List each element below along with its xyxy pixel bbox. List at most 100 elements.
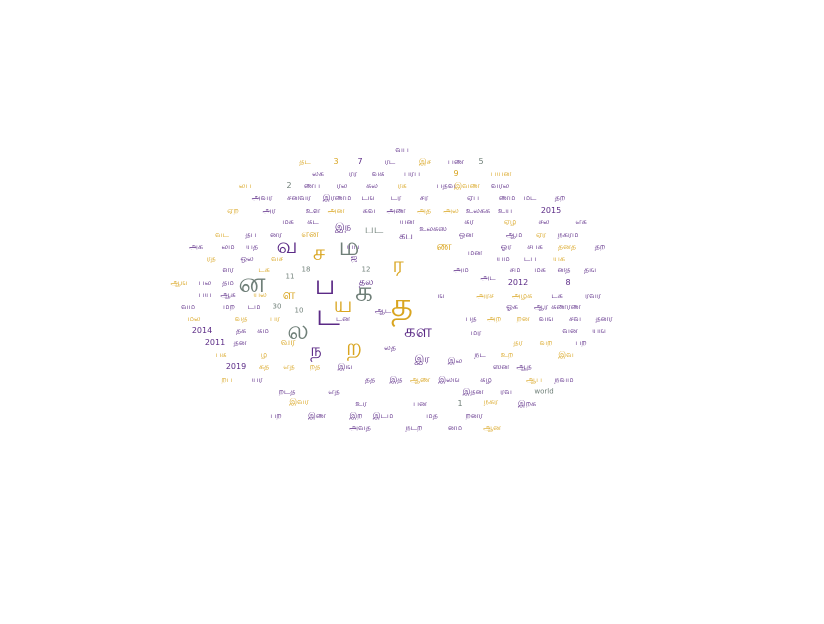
cloud-word: 2019 [225,362,247,371]
cloud-word: ஆங [170,278,188,287]
cloud-word: மன [467,248,483,257]
cloud-word: ஸன [492,362,510,371]
cloud-word: னம [447,423,463,432]
cloud-word: மக [534,265,546,274]
cloud-word: கள [404,321,432,342]
cloud-word: எக [575,217,587,226]
cloud-word: 7 [357,157,363,166]
cloud-word: தர [513,338,523,347]
cloud-word: டம [247,302,261,311]
cloud-word: றடத [278,387,296,396]
cloud-word: பரப [403,169,421,178]
cloud-word: அவத [349,423,371,432]
cloud-word: நகரம [557,230,579,239]
cloud-word: ஆர [533,302,549,311]
cloud-word: த [390,285,414,325]
cloud-word: நவம [554,375,574,384]
cloud-word: ளர [222,265,234,274]
cloud-word: இரணம [322,193,352,202]
cloud-word: 1 [457,399,463,408]
cloud-word: ழ [260,350,268,359]
cloud-word: கட [307,217,319,226]
cloud-word: பல [198,278,212,287]
cloud-word: கர [464,217,474,226]
cloud-word: அரச [476,291,494,300]
cloud-word: பய [198,290,212,299]
cloud-word: அக [188,242,204,251]
cloud-word: ஆன [483,423,501,432]
cloud-word: ஆக [220,290,236,299]
cloud-word: அண [386,206,406,215]
cloud-word: இல [447,356,463,365]
cloud-word: எத [283,362,295,371]
cloud-word: அவர [251,193,273,202]
cloud-word: ற [345,333,363,361]
cloud-word: ம [338,232,360,262]
cloud-word: ஏப [466,193,480,202]
cloud-word: 12 [361,265,371,274]
cloud-word: 2015 [540,206,562,215]
cloud-word: 2014 [191,326,213,335]
cloud-word: ந [310,340,322,361]
cloud-word: ட [316,298,340,333]
cloud-word: சல [538,217,550,226]
cloud-word: ஓர [500,242,512,251]
cloud-word: இதன [462,387,484,396]
cloud-word: அட [480,273,496,282]
cloud-word: இலங [438,375,460,384]
cloud-word: பத [465,314,477,323]
cloud-word: 2 [286,181,292,190]
cloud-word: ச [312,241,326,266]
cloud-word: தனர [595,314,613,323]
cloud-word: யங [592,326,606,335]
cloud-word: மல [187,314,201,323]
cloud-word: யம [496,254,510,263]
cloud-word: ஏழ [503,217,517,226]
cloud-word: தப [245,230,257,239]
cloud-word: 3 [333,157,339,166]
cloud-word: கணரண [551,302,581,311]
cloud-word: இற [349,411,363,420]
cloud-word: அத [416,206,432,215]
cloud-word: சபக [527,242,543,251]
cloud-word: உய [497,206,513,215]
cloud-word: டர [390,193,402,202]
cloud-word: ஏற [227,206,239,215]
cloud-word: கப [399,231,413,242]
cloud-word: ஆண [409,375,431,384]
cloud-word: ண [436,239,452,253]
cloud-word: கவ [362,206,376,215]
cloud-word: மட [523,193,537,202]
cloud-word: இடம [372,411,394,420]
cloud-word: ரவர [585,291,601,300]
cloud-word: தக [235,326,247,335]
cloud-word: இர [414,354,430,365]
cloud-word: றன [516,314,530,323]
cloud-word: வன [562,326,578,335]
cloud-word: மற [223,302,235,311]
cloud-word: தட [299,157,311,166]
cloud-word: ரட [384,157,396,166]
cloud-word: வம [180,302,196,311]
cloud-word: ல [287,316,309,346]
cloud-word: வட [214,230,230,239]
cloud-word: கழ [480,375,492,384]
cloud-word: இண [308,411,326,420]
cloud-word: ஜ [350,253,358,262]
cloud-word: பயன [490,169,512,178]
cloud-word: இவ [558,350,574,359]
cloud-word: றத [309,362,321,371]
cloud-word: டங [361,193,375,202]
cloud-word: என [301,229,319,240]
cloud-word: அம [453,265,469,274]
cloud-word: கல [366,181,378,190]
cloud-word: ள [282,287,296,303]
cloud-word: இத [389,375,403,384]
cloud-word: தனத [557,242,577,251]
cloud-word: 18 [301,265,311,274]
cloud-word: 2011 [204,338,226,347]
cloud-word: இறக [517,399,537,408]
cloud-word: சனவர [287,193,311,202]
cloud-word: 2012 [507,278,529,287]
cloud-word: தற [554,193,566,202]
